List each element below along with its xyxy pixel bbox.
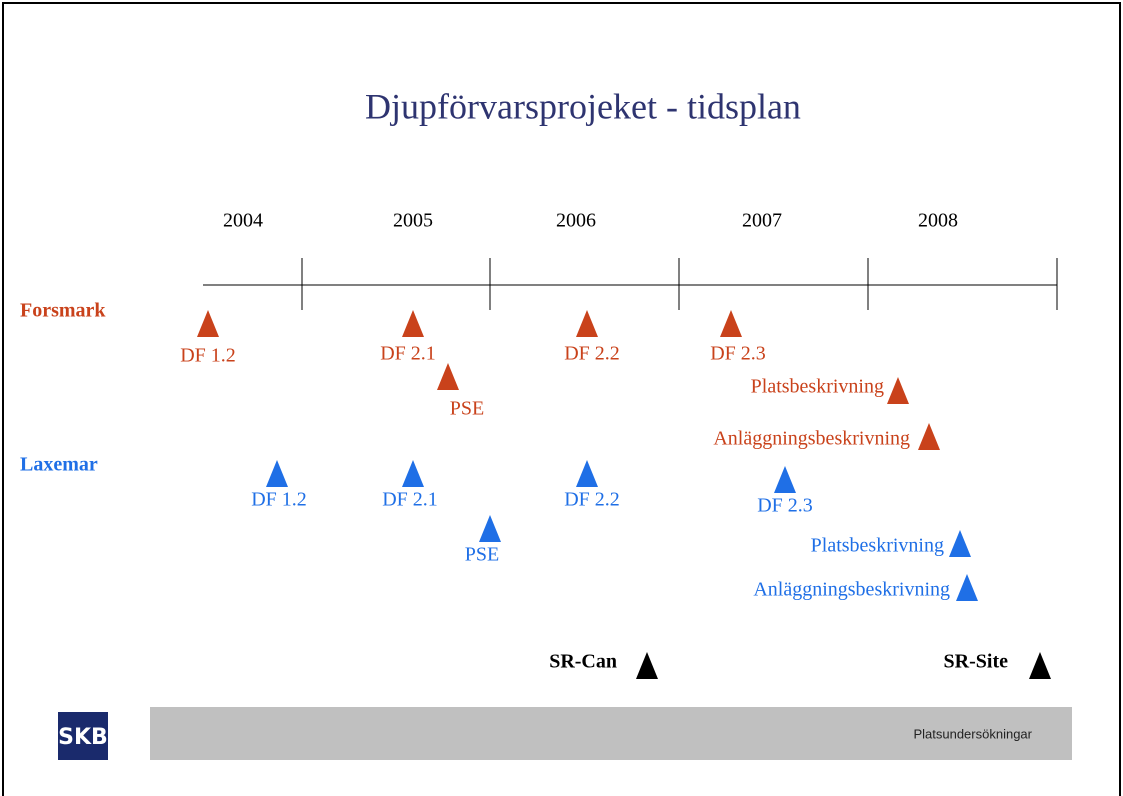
year: 2008 [918,210,958,232]
milestone-label: Platsbeskrivning [751,376,884,398]
milestone-label: DF 2.3 [710,343,766,365]
site-name: Forsmark [20,300,106,322]
report-label: SR-Can [549,651,617,673]
year: 2006 [556,210,596,232]
logo-box [58,712,108,760]
milestone-label: PSE [450,398,484,420]
milestone-marker [266,460,288,487]
milestone-marker [887,377,909,404]
milestone-label: Anläggningsbeskrivning [713,428,910,450]
milestone-marker [576,310,598,337]
report-label: SR-Site [944,651,1009,673]
milestone-label: DF 2.2 [564,489,620,511]
milestone-label: Anläggningsbeskrivning [753,579,950,601]
milestone-marker [402,310,424,337]
logo: SKB [58,725,108,750]
milestone-label: DF 1.2 [251,489,307,511]
footer-text: Platsundersökningar [913,726,1032,741]
report-marker [1029,652,1051,679]
year: 2007 [742,210,782,232]
year: 2005 [393,210,433,232]
milestone-marker [576,460,598,487]
milestone-marker [437,363,459,390]
milestone-marker [949,530,971,557]
title: Djupförvarsprojeket - tidsplan [365,86,801,126]
milestone-label: Platsbeskrivning [811,535,944,557]
milestone-marker [774,466,796,493]
milestone-label: DF 1.2 [180,345,236,367]
milestone-marker [956,574,978,601]
milestone-marker [479,515,501,542]
year: 2004 [223,210,263,232]
milestone-marker [402,460,424,487]
milestone-label: DF 2.2 [564,343,620,365]
milestone-marker [720,310,742,337]
milestone-label: DF 2.3 [757,495,813,517]
milestone-label: DF 2.1 [382,489,438,511]
report-marker [636,652,658,679]
site-name: Laxemar [20,454,98,476]
milestone-label: PSE [465,544,499,566]
milestone-marker [197,310,219,337]
milestone-marker [918,423,940,450]
footer-bar [150,707,1072,760]
milestone-label: DF 2.1 [380,343,436,365]
